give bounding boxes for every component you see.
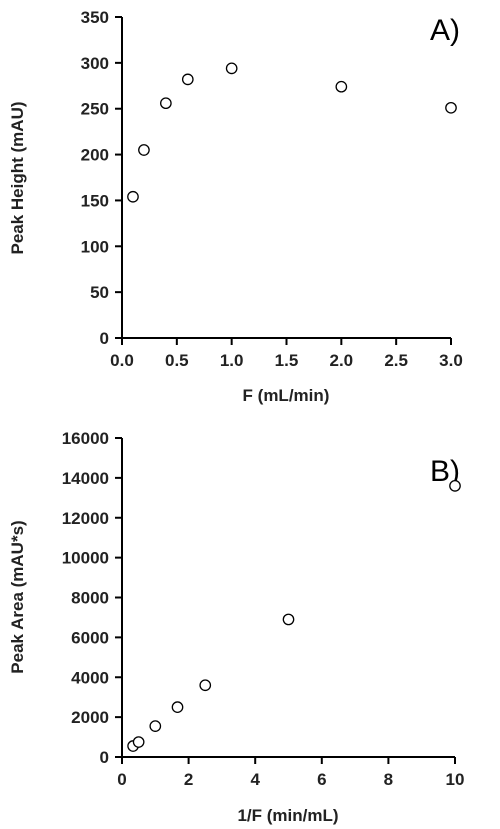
panel-a-data-point (225, 62, 238, 75)
panel-a-x-tick-label: 1.0 (220, 351, 244, 370)
panel-b-y-tick-label: 10000 (62, 549, 109, 568)
panel-a-y-tick-label: 0 (100, 329, 109, 348)
panel-a-data-point (181, 73, 194, 86)
panel-b-data-point (132, 736, 145, 748)
panel-a-x-tick-label: 1.5 (275, 351, 299, 370)
panel-b-chart: B) 1/F (min/mL) Peak Area (mAU*s) 020004… (8, 429, 464, 825)
panel-a-data-point (445, 101, 457, 114)
panel-a-y-axis-title: Peak Height (mAU) (8, 101, 27, 254)
panel-a-x-tick-label: 0.0 (110, 351, 134, 370)
panel-a-y-tick-label: 100 (81, 237, 109, 256)
panel-a-data-point (335, 80, 348, 93)
panel-a-y-tick-label: 150 (81, 191, 109, 210)
panel-a-y-tick-label: 250 (81, 100, 109, 119)
panel-a-chart: A) F (mL/min) Peak Height (mAU) 0 50 100 15… (8, 8, 463, 405)
panel-b-y-tick-label: 16000 (62, 429, 109, 448)
panel-b-data-point (199, 679, 212, 692)
panel-a-y-tick-label: 350 (81, 8, 109, 27)
panel-a-data-point (138, 144, 150, 156)
panel-a-data-point (160, 97, 172, 110)
panel-b-y-tick-label: 2000 (71, 708, 109, 727)
panel-b-x-tick-label: 2 (184, 770, 193, 789)
panel-b-y-tick-label: 0 (100, 748, 109, 767)
panel-b-data-point (149, 720, 162, 732)
panel-b-x-tick-label: 6 (317, 770, 326, 789)
panel-b-x-tick-label: 4 (250, 770, 260, 789)
panel-a-data-point (127, 190, 139, 203)
panel-b-data-point (449, 479, 461, 492)
panel-b-y-tick-label: 12000 (62, 509, 109, 528)
panel-b-y-tick-label: 14000 (62, 469, 109, 488)
panel-b-x-axis-title: 1/F (min/mL) (237, 806, 338, 825)
panel-b-x-tick-label: 8 (384, 770, 393, 789)
panel-b-data-point (282, 613, 295, 626)
panel-a-y-tick-label: 300 (81, 54, 109, 73)
panel-b-y-tick-label: 6000 (71, 628, 109, 647)
panel-b-y-tick-label: 4000 (71, 668, 109, 687)
panel-a-x-tick-label: 3.0 (439, 351, 463, 370)
panel-b-x-tick-label: 0 (117, 770, 126, 789)
panel-b-x-tick-label: 10 (446, 770, 465, 789)
panel-a-label: A) (430, 14, 460, 47)
panel-a-x-tick-label: 0.5 (165, 351, 189, 370)
panel-a-y-tick-label: 50 (90, 283, 109, 302)
panel-b-data-point (171, 701, 184, 714)
panel-b-y-axis-title: Peak Area (mAU*s) (8, 520, 27, 673)
panel-b-y-tick-label: 8000 (71, 589, 109, 608)
panel-a-y-tick-label: 200 (81, 146, 109, 165)
panel-a-x-tick-label: 2.5 (384, 351, 408, 370)
panel-a-x-axis-title: F (mL/min) (243, 386, 330, 405)
panel-a-x-tick-label: 2.0 (330, 351, 354, 370)
